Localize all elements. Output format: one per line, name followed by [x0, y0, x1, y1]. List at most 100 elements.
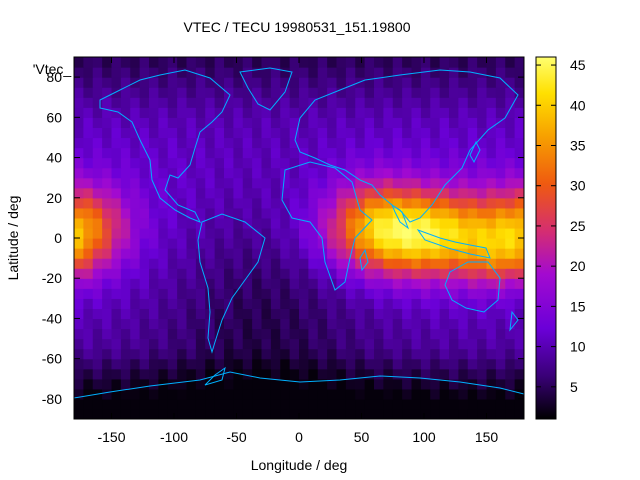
heatmap-cell: [224, 117, 234, 128]
heatmap-cell: [336, 328, 347, 340]
heatmap-cell: [467, 137, 478, 149]
heatmap-cell: [467, 167, 478, 179]
heatmap-cell: [439, 77, 450, 88]
heatmap-cell: [486, 177, 497, 189]
heatmap-cell: [186, 378, 197, 390]
heatmap-cell: [186, 117, 197, 128]
heatmap-cell: [92, 348, 103, 360]
heatmap-cell: [411, 137, 422, 149]
heatmap-cell: [111, 147, 122, 159]
heatmap-cell: [92, 328, 103, 340]
heatmap-cell: [345, 338, 356, 350]
heatmap-cell: [92, 177, 103, 189]
heatmap-cell: [439, 87, 450, 98]
heatmap-cell: [92, 368, 103, 380]
heatmap-cell: [383, 378, 394, 390]
heatmap-cell: [402, 117, 413, 128]
heatmap-cell: [439, 368, 450, 380]
heatmap-cell: [477, 117, 488, 128]
heatmap-cell: [458, 408, 469, 419]
heatmap-cell: [392, 328, 403, 340]
heatmap-cell: [364, 238, 375, 249]
heatmap-cell: [420, 318, 431, 330]
heatmap-cell: [252, 268, 263, 279]
heatmap-cell: [439, 328, 450, 340]
heatmap-cell: [505, 107, 516, 118]
heatmap-cell: [355, 57, 366, 68]
heatmap-cell: [102, 278, 113, 289]
heatmap-cell: [149, 268, 159, 279]
heatmap-cell: [495, 378, 506, 390]
heatmap-cell: [120, 187, 131, 199]
heatmap-cell: [345, 107, 356, 118]
heatmap-cell: [355, 398, 366, 410]
heatmap-cell: [467, 398, 478, 410]
heatmap-cell: [411, 117, 422, 128]
heatmap-cell: [205, 207, 216, 219]
heatmap-cell: [177, 77, 188, 88]
heatmap-cell: [439, 157, 450, 169]
heatmap-cell: [242, 227, 253, 239]
heatmap-cell: [299, 278, 309, 289]
heatmap-cell: [224, 318, 234, 330]
heatmap-cell: [242, 248, 253, 259]
heatmap-cell: [420, 167, 431, 179]
heatmap-cell: [495, 147, 506, 159]
heatmap-cell: [120, 117, 131, 128]
heatmap-cell: [177, 197, 188, 209]
heatmap-cell: [486, 328, 497, 340]
heatmap-cell: [420, 388, 431, 400]
heatmap-cell: [327, 318, 338, 330]
heatmap-cell: [261, 288, 272, 299]
heatmap-cell: [233, 348, 244, 360]
heatmap-cell: [149, 288, 159, 299]
heatmap-cell: [477, 258, 488, 269]
heatmap-cell: [186, 408, 197, 419]
heatmap-cell: [327, 408, 338, 419]
heatmap-cell: [402, 97, 413, 108]
heatmap-cell: [130, 117, 141, 128]
heatmap-cell: [111, 137, 122, 149]
heatmap-cell: [336, 258, 347, 269]
heatmap-cell: [224, 398, 234, 410]
heatmap-cell: [242, 217, 253, 229]
heatmap-cell: [467, 177, 478, 189]
heatmap-cell: [261, 87, 272, 98]
heatmap-cell: [486, 227, 497, 239]
heatmap-cell: [167, 258, 178, 269]
heatmap-cell: [486, 338, 497, 350]
heatmap-cell: [439, 167, 450, 179]
heatmap-cell: [242, 197, 253, 209]
heatmap-cell: [477, 378, 488, 390]
heatmap-cell: [289, 67, 300, 78]
heatmap-cell: [308, 87, 319, 98]
heatmap-cell: [280, 368, 291, 380]
heatmap-cell: [402, 77, 413, 88]
heatmap-cell: [505, 207, 516, 219]
heatmap-cell: [430, 278, 441, 289]
heatmap-cell: [411, 388, 422, 400]
heatmap-cell: [374, 298, 384, 309]
heatmap-cell: [280, 187, 291, 199]
coast-indonesia: [416, 228, 491, 259]
heatmap-cell: [458, 348, 469, 360]
heatmap-cell: [92, 197, 103, 209]
heatmap-cell: [233, 177, 244, 189]
heatmap-cell: [430, 338, 441, 350]
heatmap-cell: [505, 177, 516, 189]
heatmap-cell: [92, 268, 103, 279]
heatmap-cell: [458, 87, 469, 98]
heatmap-cell: [467, 358, 478, 370]
heatmap-cell: [120, 127, 131, 139]
heatmap-cell: [505, 308, 516, 320]
heatmap-cell: [505, 137, 516, 149]
heatmap-cell: [420, 217, 431, 229]
heatmap-cell: [214, 278, 225, 289]
heatmap-cell: [449, 57, 459, 68]
heatmap-cell: [327, 187, 338, 199]
heatmap-cell: [205, 197, 216, 209]
heatmap-cell: [289, 77, 300, 88]
heatmap-cell: [486, 107, 497, 118]
heatmap-cell: [477, 328, 488, 340]
heatmap-cell: [83, 268, 94, 279]
